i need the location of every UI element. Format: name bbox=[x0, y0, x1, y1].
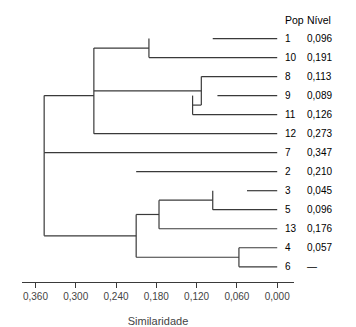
svg-text:Similaridade: Similaridade bbox=[128, 315, 189, 327]
svg-text:0,180: 0,180 bbox=[144, 291, 169, 302]
svg-text:1: 1 bbox=[285, 33, 291, 44]
svg-text:13: 13 bbox=[285, 223, 297, 234]
svg-text:0,096: 0,096 bbox=[307, 33, 332, 44]
svg-text:0,000: 0,000 bbox=[265, 291, 290, 302]
svg-text:0,113: 0,113 bbox=[307, 71, 332, 82]
svg-text:0,045: 0,045 bbox=[307, 185, 332, 196]
svg-text:0,096: 0,096 bbox=[307, 204, 332, 215]
svg-text:6: 6 bbox=[285, 261, 291, 272]
svg-text:0,210: 0,210 bbox=[307, 166, 332, 177]
svg-text:0,240: 0,240 bbox=[104, 291, 129, 302]
svg-text:0,060: 0,060 bbox=[224, 291, 249, 302]
svg-text:—: — bbox=[307, 261, 317, 272]
svg-text:0,191: 0,191 bbox=[307, 52, 332, 63]
svg-text:4: 4 bbox=[285, 242, 291, 253]
svg-text:5: 5 bbox=[285, 204, 291, 215]
svg-text:8: 8 bbox=[285, 71, 291, 82]
svg-text:2: 2 bbox=[285, 166, 291, 177]
svg-text:0,347: 0,347 bbox=[307, 147, 332, 158]
svg-text:Pop: Pop bbox=[285, 14, 304, 26]
svg-text:0,300: 0,300 bbox=[63, 291, 88, 302]
svg-text:Nível: Nível bbox=[307, 14, 331, 26]
svg-text:0,360: 0,360 bbox=[23, 291, 48, 302]
svg-text:3: 3 bbox=[285, 185, 291, 196]
svg-text:7: 7 bbox=[285, 147, 291, 158]
svg-text:0,120: 0,120 bbox=[184, 291, 209, 302]
svg-text:9: 9 bbox=[285, 90, 291, 101]
svg-text:0,057: 0,057 bbox=[307, 242, 332, 253]
svg-text:0,273: 0,273 bbox=[307, 128, 332, 139]
svg-text:0,126: 0,126 bbox=[307, 109, 332, 120]
svg-text:11: 11 bbox=[285, 109, 296, 120]
svg-text:0,176: 0,176 bbox=[307, 223, 332, 234]
svg-text:10: 10 bbox=[285, 52, 297, 63]
svg-text:12: 12 bbox=[285, 128, 297, 139]
svg-text:0,089: 0,089 bbox=[307, 90, 332, 101]
